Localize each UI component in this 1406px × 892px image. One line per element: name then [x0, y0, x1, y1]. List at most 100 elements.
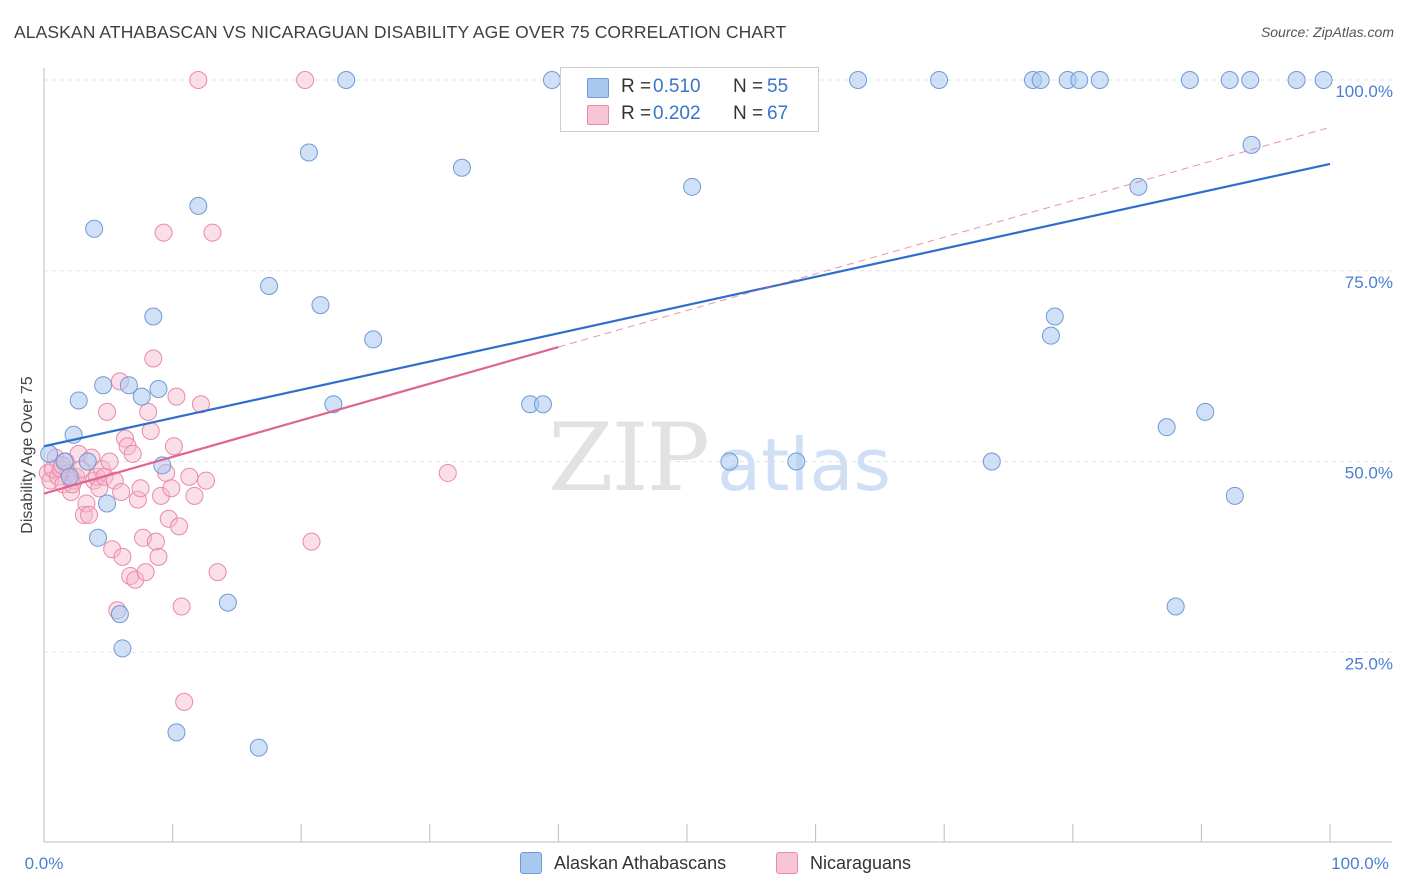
y-tick-label: 75.0% [1345, 273, 1393, 292]
nicaraguan-point [296, 71, 315, 89]
n-label: N = [733, 76, 764, 97]
legend-item-nicaraguans[interactable]: Nicaraguans [776, 852, 911, 874]
nicaraguan-point [144, 349, 163, 368]
athabascan-point [1242, 135, 1261, 154]
nicaraguan-point [203, 223, 222, 242]
chart-title: ALASKAN ATHABASCAN VS NICARAGUAN DISABIL… [14, 22, 787, 42]
athabascan-point [110, 605, 129, 624]
y-tick-label: 100.0% [1335, 82, 1393, 101]
athabascan-point [324, 395, 343, 414]
nicaraguan-point [172, 597, 191, 616]
legend-label-athabascans: Alaskan Athabascans [554, 852, 727, 873]
gridlines [44, 79, 1392, 653]
r-label: R = [621, 103, 652, 124]
nicaraguan-point [113, 547, 132, 566]
athabascan-point [85, 219, 104, 238]
athabascan-point [1220, 71, 1239, 89]
athabascan-point [113, 639, 132, 658]
nicaraguan-point [175, 692, 194, 711]
athabascan-point [132, 387, 151, 406]
athabascan-point [720, 452, 739, 471]
r-value: 0.202 [653, 103, 701, 124]
legend-item-athabascans[interactable]: Alaskan Athabascans [520, 852, 726, 874]
athabascan-point [94, 376, 113, 395]
nicaraguan-point [136, 563, 155, 582]
r-label: R = [621, 76, 652, 97]
nicaraguan-point [167, 387, 186, 406]
athabascan-point [1166, 597, 1185, 616]
athabascan-point [1180, 71, 1199, 89]
athabascan-point [787, 452, 806, 471]
nicaraguan-legend-swatch [776, 852, 798, 874]
nicaraguan-point [170, 517, 189, 536]
nicaraguan-point [438, 463, 457, 482]
athabascan-point [98, 494, 117, 513]
y-tick-label: 50.0% [1345, 464, 1393, 483]
nicaraguan-point [159, 509, 178, 528]
athabascan-point [1031, 71, 1050, 89]
nicaraguan-point [77, 494, 96, 513]
athabascan-point [69, 391, 88, 410]
athabascan-point [144, 307, 163, 326]
nicaraguan-point [146, 532, 165, 551]
athabascan-point [683, 177, 702, 196]
x-tick-label-max: 100.0% [1331, 854, 1389, 873]
athabascan-point [1041, 326, 1060, 345]
athabascan-point [1196, 402, 1215, 421]
x-tick-label-min: 0.0% [25, 854, 64, 873]
athabascan-point [1314, 71, 1333, 89]
nicaraguan-point [208, 563, 227, 582]
athabascan-point [40, 444, 59, 463]
athabascan-point [260, 277, 279, 296]
athabascan-point [364, 330, 383, 349]
athabascan-point [119, 376, 138, 395]
nicaraguan-point [80, 505, 99, 524]
n-value: 67 [767, 103, 789, 124]
nicaraguan-point [103, 540, 122, 559]
nicaraguan-trendline-extension [558, 126, 1331, 348]
athabascan-point [249, 738, 268, 757]
nicaraguan-point [154, 223, 173, 242]
athabascan-point [1070, 71, 1089, 89]
athabascan-point [1287, 71, 1306, 89]
athabascan-point [55, 452, 74, 471]
athabascan-point [218, 593, 237, 612]
nicaraguan-swatch [587, 105, 609, 125]
nicaraguan-point [123, 444, 142, 463]
legend-label-nicaraguans: Nicaraguans [810, 852, 912, 873]
athabascan-point [1090, 71, 1109, 89]
athabascan-point [1157, 418, 1176, 437]
nicaraguan-point [126, 570, 145, 589]
n-value: 55 [767, 76, 789, 97]
nicaraguan-point [189, 71, 208, 89]
n-label: N = [733, 103, 764, 124]
nicaraguan-point [131, 479, 150, 498]
athabascan-point [299, 143, 318, 162]
athabascan-point [189, 196, 208, 215]
athabascan-point [1241, 71, 1260, 89]
nicaraguan-point [100, 452, 119, 471]
nicaraguan-point [112, 483, 131, 502]
nicaraguan-point [149, 547, 168, 566]
athabascan-point [149, 380, 168, 399]
watermark-zip: ZIP [548, 404, 708, 513]
source-label: Source: ZipAtlas.com [1260, 24, 1394, 40]
nicaraguan-point [128, 490, 147, 509]
nicaraguan-point [74, 505, 93, 524]
watermark: ZIP atlas [548, 404, 891, 513]
nicaraguan-trendline [43, 345, 559, 495]
athabascan-point [452, 158, 471, 177]
stats-legend-box: R = 0.510 N = 55 R = 0.202 N = 67 [560, 67, 819, 132]
athabascan-point [1129, 177, 1148, 196]
nicaraguan-point [105, 471, 124, 490]
tick-labels: 25.0% 50.0% 75.0% 100.0% 0.0% 100.0% [25, 82, 1393, 873]
athabascan-point [337, 71, 356, 89]
athabascan-point [930, 71, 949, 89]
athabascan-point [849, 71, 868, 89]
nicaraguan-point [185, 486, 204, 505]
athabascan-point [1045, 307, 1064, 326]
nicaraguan-point [90, 479, 109, 498]
athabascan-point [1225, 486, 1244, 505]
athabascan-point [89, 528, 108, 547]
